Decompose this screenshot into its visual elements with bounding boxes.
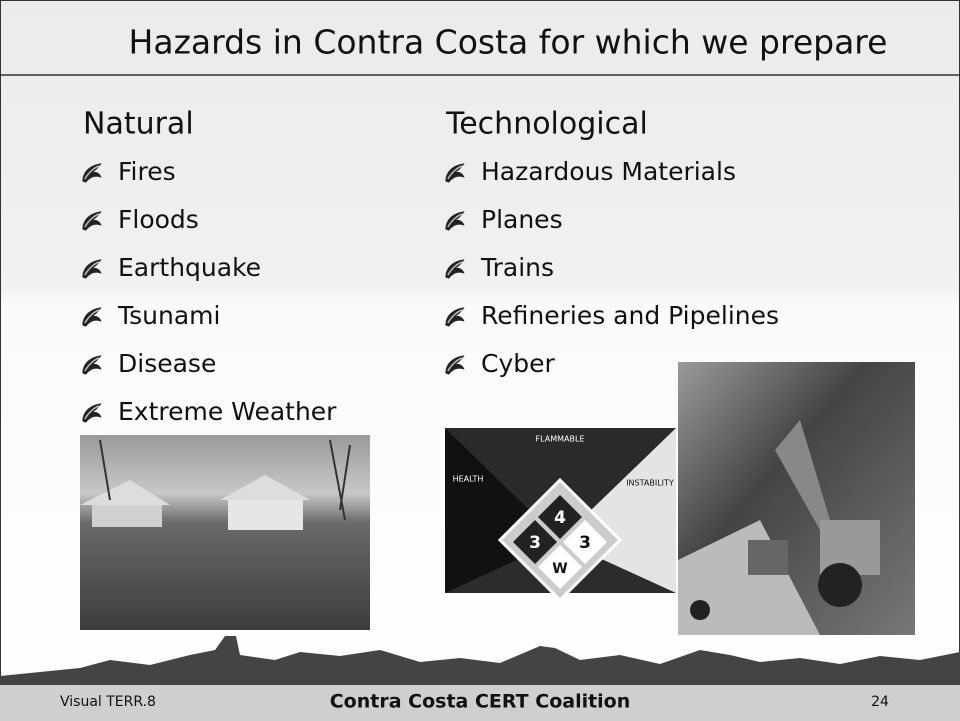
list-item: Disease (118, 349, 216, 378)
flood-photo (80, 435, 370, 630)
list-item: Cyber (481, 349, 556, 378)
list-item: Trains (480, 253, 554, 282)
list-item: Refineries and Pipelines (481, 301, 779, 330)
footer-left: Visual TERR.8 (60, 694, 156, 710)
list-item: Fires (118, 157, 176, 186)
diamond-rating: 3 (579, 533, 591, 553)
diamond-right-label: INSTABILITY (626, 479, 674, 488)
list-item: Extreme Weather (118, 397, 337, 426)
page-number: 24 (871, 694, 889, 710)
list-item: Hazardous Materials (481, 157, 736, 186)
hazard-diamond: FLAMMABLE HEALTH INSTABILITY 4 3 3 W (445, 428, 676, 600)
slide-title: Hazards in Contra Costa for which we pre… (129, 23, 888, 62)
list-item: Planes (481, 205, 563, 234)
slide: Hazards in Contra Costa for which we pre… (0, 0, 960, 721)
list-item: Floods (118, 205, 199, 234)
footer-center: Contra Costa CERT Coalition (330, 691, 631, 713)
diamond-left-label: HEALTH (453, 475, 484, 484)
list-item: Tsunami (117, 301, 220, 330)
diamond-rating: 4 (554, 508, 566, 528)
fire-photo (678, 362, 915, 635)
diamond-top-label: FLAMMABLE (536, 435, 585, 444)
column-heading: Technological (445, 107, 648, 142)
diamond-rating: 3 (529, 533, 541, 553)
list-item: Earthquake (118, 253, 261, 282)
diamond-rating: W (552, 561, 567, 577)
column-heading: Natural (83, 107, 194, 142)
